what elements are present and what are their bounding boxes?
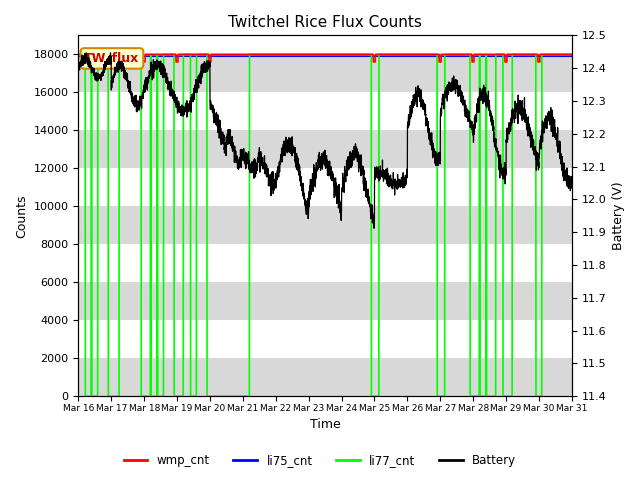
Bar bbox=[79, 206, 572, 244]
Legend: wmp_cnt, li75_cnt, li77_cnt, Battery: wmp_cnt, li75_cnt, li77_cnt, Battery bbox=[119, 449, 521, 472]
Bar bbox=[79, 130, 572, 168]
Bar bbox=[79, 54, 572, 92]
Text: TW_flux: TW_flux bbox=[84, 52, 140, 65]
Y-axis label: Battery (V): Battery (V) bbox=[612, 181, 625, 250]
Bar bbox=[79, 358, 572, 396]
Bar bbox=[79, 282, 572, 320]
X-axis label: Time: Time bbox=[310, 419, 340, 432]
Title: Twitchel Rice Flux Counts: Twitchel Rice Flux Counts bbox=[228, 15, 422, 30]
Y-axis label: Counts: Counts bbox=[15, 194, 28, 238]
